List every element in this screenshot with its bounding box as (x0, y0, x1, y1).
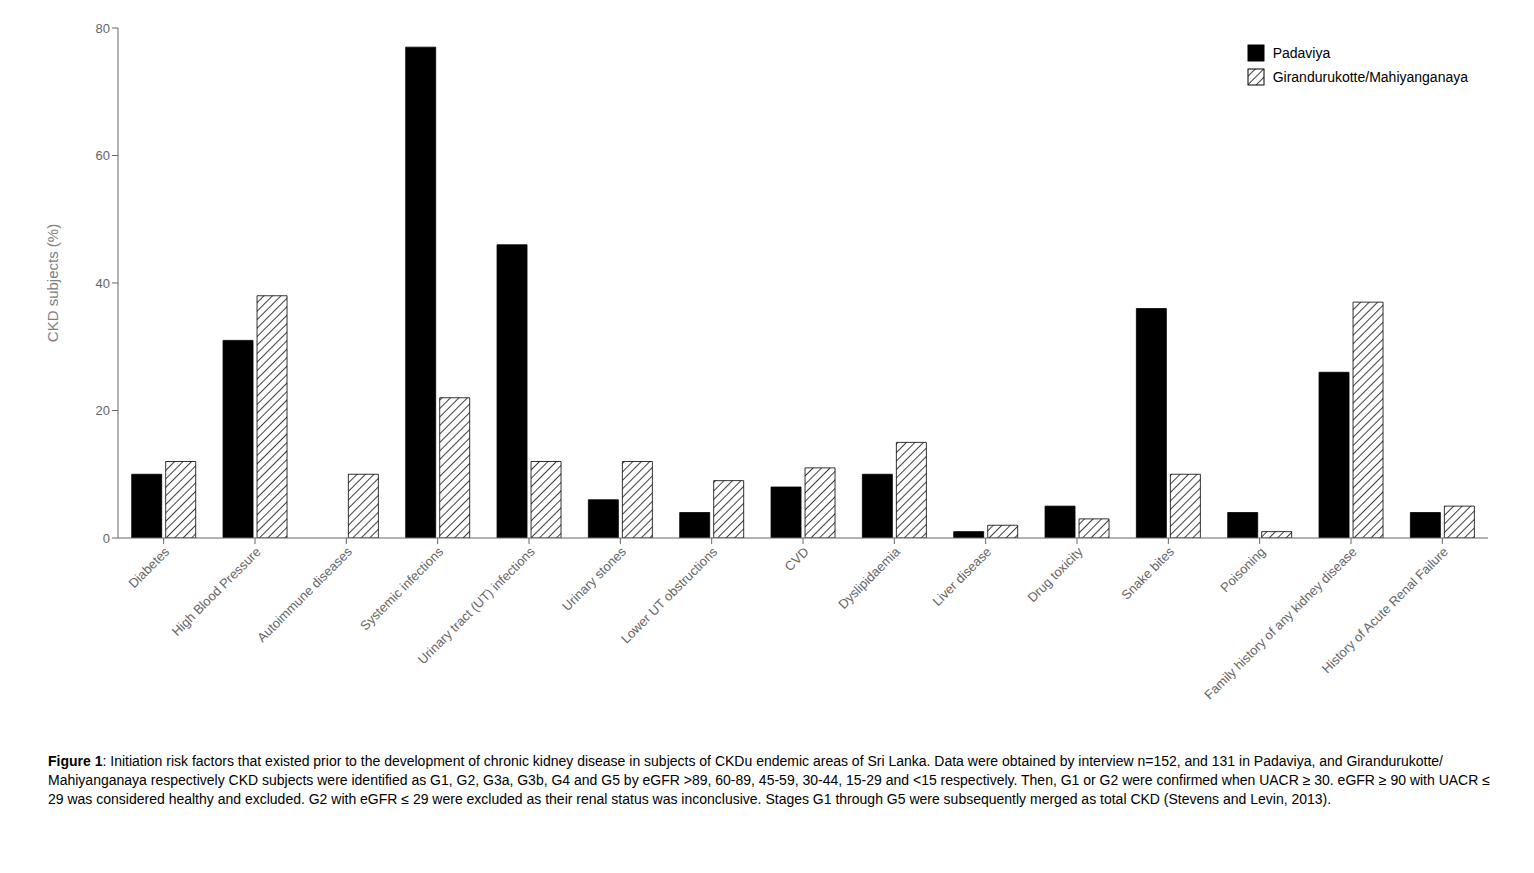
svg-text:High Blood Pressure: High Blood Pressure (169, 544, 264, 639)
svg-text:40: 40 (96, 276, 110, 291)
svg-text:20: 20 (96, 403, 110, 418)
svg-text:Poisoning: Poisoning (1217, 544, 1268, 595)
html-text:Girandurukotte/Mahiyanganaya: Girandurukotte/Mahiyanganaya (1272, 69, 1468, 85)
svg-text:Family history of any kidney d: Family history of any kidney disease (1201, 544, 1359, 702)
svg-text:Drug toxicity: Drug toxicity (1024, 544, 1086, 606)
svg-text:60: 60 (96, 148, 110, 163)
svg-text:Systemic infections: Systemic infections (357, 544, 447, 634)
html-text:Padaviya: Padaviya (1272, 45, 1331, 61)
svg-text:Liver disease: Liver disease (930, 544, 995, 609)
svg-text:0: 0 (103, 531, 110, 546)
svg-text:80: 80 (96, 21, 110, 36)
svg-text:Urinary stones: Urinary stones (559, 544, 629, 614)
svg-text:Dyslipidaemia: Dyslipidaemia (835, 543, 903, 611)
svg-text:Lower UT obstructions: Lower UT obstructions (618, 544, 721, 647)
svg-text:Autoimmune diseases: Autoimmune diseases (254, 544, 355, 645)
svg-text:Snake bites: Snake bites (1118, 544, 1177, 603)
svg-text:CKD subjects (%): CKD subjects (%) (44, 224, 61, 342)
svg-text:History of Acute Renal Failure: History of Acute Renal Failure (1319, 544, 1451, 676)
html-text:Figure 1: Initiation risk fact: Figure 1: Initiation risk factors that e… (48, 753, 1490, 807)
svg-text:Urinary tract (UT) infections: Urinary tract (UT) infections (415, 544, 538, 667)
svg-text:CVD: CVD (782, 544, 812, 574)
svg-text:Diabetes: Diabetes (125, 544, 172, 591)
